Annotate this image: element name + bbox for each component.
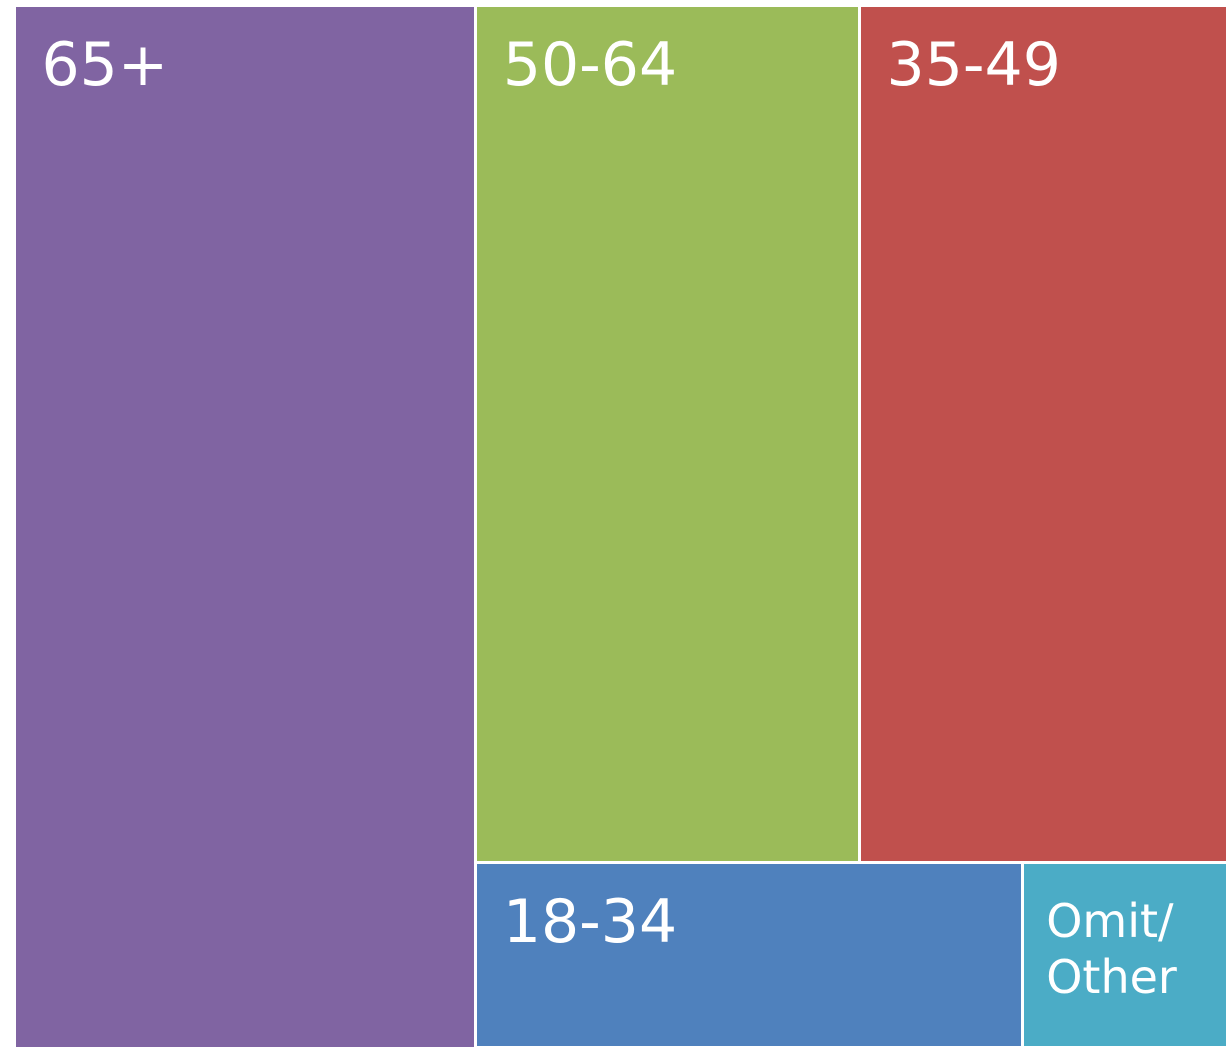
treemap-tile: 35-49 (860, 6, 1227, 862)
tile-label: Omit/ Other (1046, 894, 1177, 1004)
tile-label: 18-34 (502, 887, 678, 958)
treemap-tile: 18-34 (476, 864, 1022, 1047)
tile-label: 65+ (41, 29, 169, 100)
tile-label: 50-64 (502, 29, 678, 100)
treemap-tile: 50-64 (476, 6, 858, 862)
treemap-tile: Omit/ Other (1024, 864, 1227, 1047)
treemap-tile: 65+ (15, 6, 474, 1047)
tile-label: 35-49 (886, 29, 1061, 100)
